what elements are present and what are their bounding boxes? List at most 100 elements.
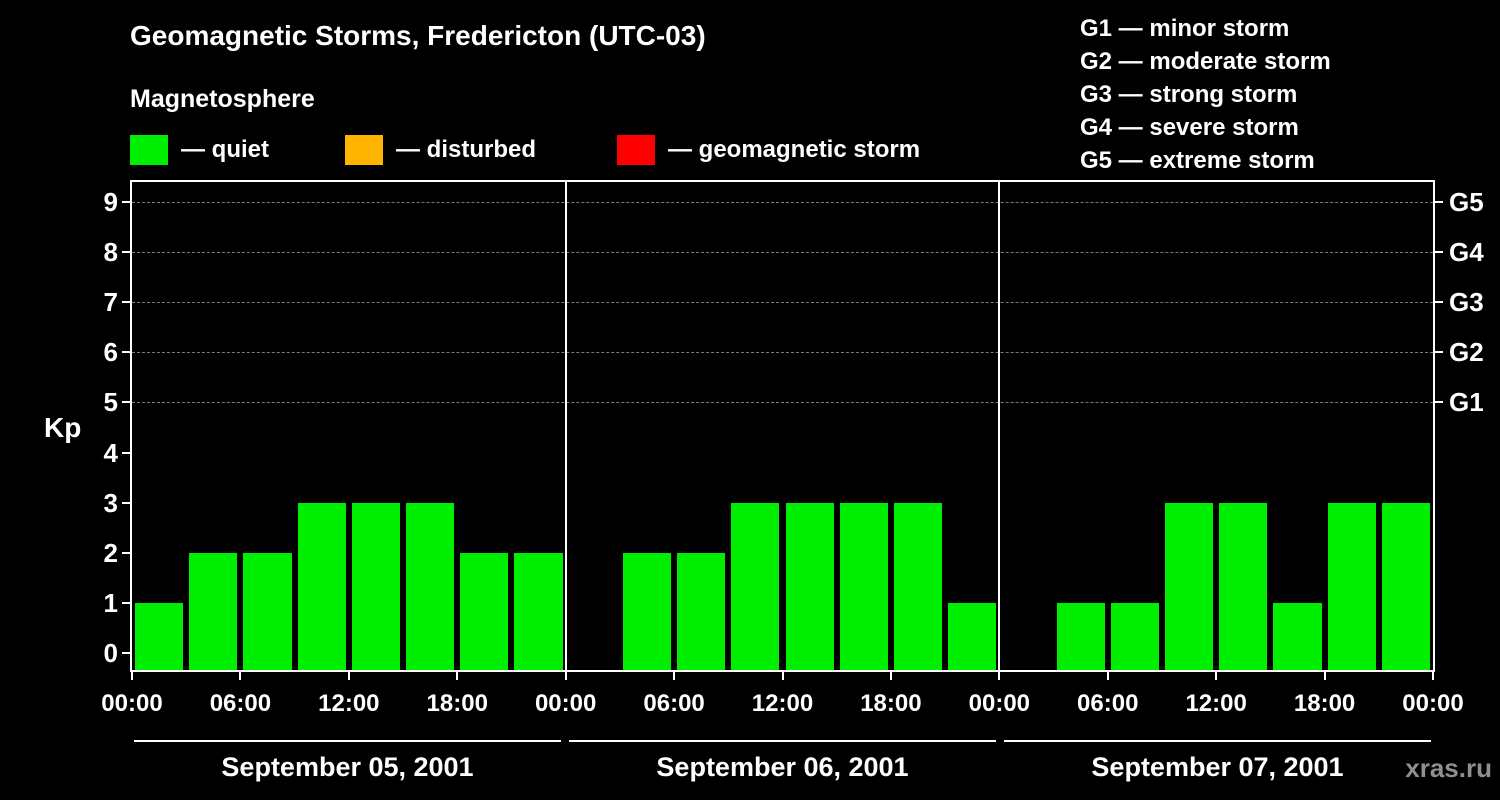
g4-description: G4 — severe storm: [1080, 114, 1299, 141]
kp-bar: [731, 502, 780, 670]
kp-bar: [893, 502, 943, 670]
y-axis-label: 6: [103, 337, 118, 368]
x-tick: [347, 672, 350, 680]
g-tick: [1435, 301, 1443, 304]
y-axis-label: 8: [103, 237, 118, 268]
y-tick: [122, 201, 130, 203]
gridline-kp7: [132, 302, 1433, 304]
kp-bar: [1327, 502, 1376, 670]
kp-bar: [189, 552, 238, 670]
kp-bar: [297, 502, 346, 670]
g-tick: [1435, 351, 1443, 354]
y-axis-label: 0: [103, 638, 118, 668]
y-tick: [122, 351, 130, 354]
x-axis-label: 18:00: [1293, 690, 1356, 717]
gridline-kp8: [132, 252, 1433, 254]
watermark: xras.ru: [1405, 753, 1492, 783]
legend-item-quiet: — quiet: [130, 134, 269, 165]
kp-bar: [839, 502, 888, 670]
y-tick: [122, 401, 130, 404]
g-scale-legend: G1 — minor storm G2 — moderate storm G3 …: [1080, 12, 1331, 177]
x-tick: [673, 672, 676, 680]
kp-bar: [1110, 602, 1159, 670]
legend-item-disturbed: — disturbed: [345, 134, 536, 165]
y-axis-label: 9: [103, 187, 118, 217]
x-tick: [889, 672, 892, 680]
kp-bar: [406, 502, 455, 670]
x-axis-label: 06:00: [209, 690, 272, 717]
g3-description: G3 — strong storm: [1080, 81, 1298, 108]
y-tick: [122, 501, 130, 504]
kp-bar: [1219, 502, 1268, 670]
storm-label: — geomagnetic storm: [668, 135, 921, 163]
x-axis-label: 06:00: [643, 690, 705, 717]
x-axis-label: 12:00: [751, 690, 814, 717]
y-tick: [122, 251, 130, 254]
x-tick: [1106, 672, 1109, 680]
x-tick: [1323, 672, 1326, 680]
plot-area: [130, 180, 1435, 672]
x-tick: [998, 672, 1001, 680]
g-level-label: G1: [1449, 387, 1484, 418]
y-axis-label: 1: [103, 587, 118, 618]
x-tick: [239, 672, 242, 680]
date-label: September 07, 2001: [1091, 752, 1344, 782]
kp-bar: [1273, 602, 1322, 670]
y-axis-label: 3: [103, 487, 118, 518]
x-axis-label: 18:00: [426, 690, 488, 717]
x-tick: [1215, 672, 1218, 680]
g-tick: [1435, 251, 1443, 254]
kp-bar: [785, 502, 834, 670]
date-label: September 05, 2001: [221, 752, 474, 782]
kp-bar: [677, 552, 726, 670]
day-bracket: [134, 740, 561, 742]
x-axis-label: 06:00: [1077, 690, 1139, 717]
gridline-kp5: [132, 402, 1433, 404]
legend-item-storm: — geomagnetic storm: [617, 134, 920, 165]
quiet-label: — quiet: [181, 135, 269, 163]
kp-bar: [948, 602, 997, 670]
g-tick: [1435, 201, 1443, 203]
disturbed-color-swatch: [345, 134, 383, 165]
kp-bar: [514, 552, 563, 670]
x-tick: [564, 672, 567, 680]
y-tick: [122, 451, 130, 454]
x-tick: [131, 672, 133, 680]
x-axis-label: 00:00: [534, 690, 597, 717]
g5-description: G5 — extreme storm: [1080, 147, 1315, 174]
x-axis-label: 00:00: [1402, 690, 1464, 717]
x-tick: [781, 672, 784, 680]
g1-description: G1 — minor storm: [1080, 15, 1290, 42]
x-axis-label: 12:00: [318, 690, 380, 717]
kp-bar: [243, 552, 292, 670]
g-level-label: G3: [1449, 287, 1484, 318]
x-axis-label: 00:00: [968, 690, 1031, 717]
y-axis-title: Kp: [44, 412, 82, 443]
y-tick: [122, 601, 130, 604]
gridline-kp6: [132, 352, 1433, 354]
x-axis-label: 18:00: [860, 690, 922, 717]
y-axis-label: 7: [103, 287, 118, 318]
g-level-label: G5: [1449, 187, 1484, 217]
storm-color-swatch: [617, 134, 655, 165]
magnetosphere-label: Magnetosphere: [130, 85, 315, 113]
y-tick: [122, 652, 130, 654]
g2-description: G2 — moderate storm: [1080, 48, 1331, 75]
panel-divider: [564, 182, 567, 670]
kp-bar: [622, 552, 672, 670]
x-axis-label: 12:00: [1185, 690, 1247, 717]
kp-bar: [1164, 502, 1214, 670]
gridline-kp9: [132, 202, 1433, 203]
kp-bar: [135, 602, 184, 670]
g-level-label: G2: [1449, 337, 1484, 368]
quiet-color-swatch: [130, 134, 168, 165]
kp-bar: [351, 502, 401, 670]
disturbed-label: — disturbed: [396, 135, 537, 163]
kp-bar: [1056, 602, 1105, 670]
y-axis-label: 2: [103, 537, 118, 568]
chart-title: Geomagnetic Storms, Fredericton (UTC-03): [130, 20, 706, 51]
x-tick: [1432, 672, 1434, 680]
y-tick: [122, 551, 130, 554]
g-level-label: G4: [1449, 237, 1484, 268]
